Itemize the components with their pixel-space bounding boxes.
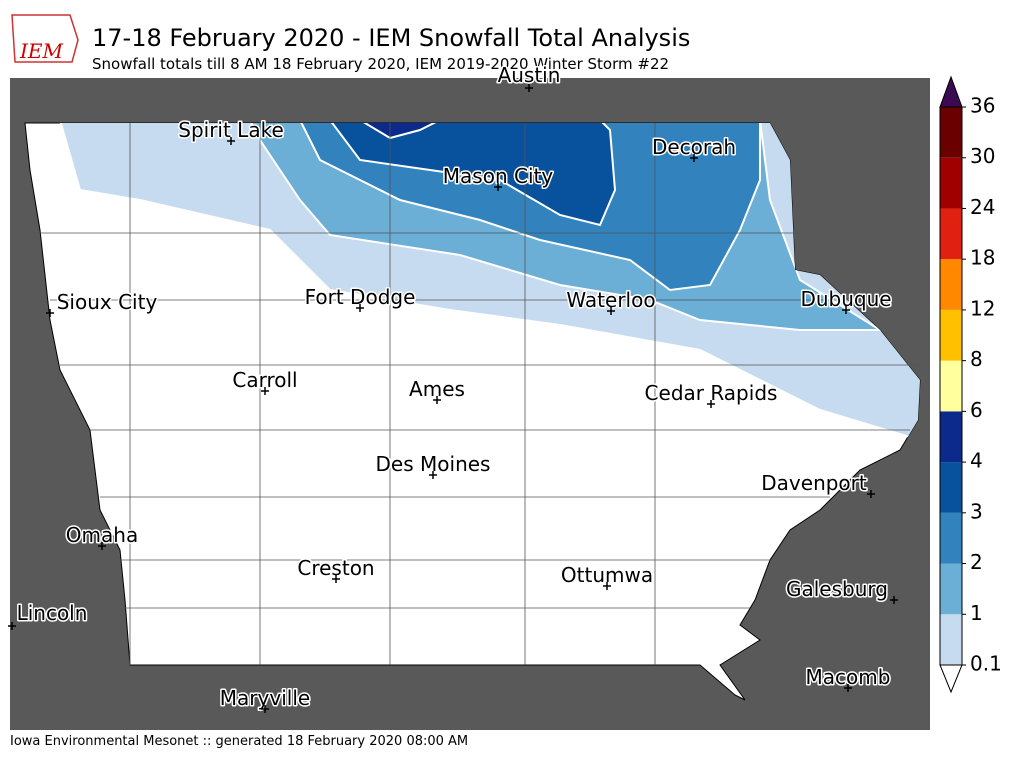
colorbar-over bbox=[939, 75, 963, 108]
colorbar-label: 1 bbox=[970, 601, 983, 625]
colorbar-label: 8 bbox=[970, 347, 983, 371]
colorbar-under bbox=[939, 664, 963, 694]
city-label: Sioux City bbox=[57, 290, 158, 314]
colorbar-segment bbox=[940, 563, 962, 615]
city-markers bbox=[8, 84, 898, 713]
colorbar-segment bbox=[940, 512, 962, 564]
colorbar-label: 2 bbox=[970, 550, 983, 574]
band-4 bbox=[328, 123, 617, 227]
colorbar-label: 4 bbox=[970, 449, 983, 473]
colorbar-segment bbox=[940, 259, 962, 310]
colorbar-segment bbox=[940, 360, 962, 412]
colorbar-label: 12 bbox=[970, 296, 995, 320]
city-label: Lincoln bbox=[17, 601, 88, 625]
city-label: Davenport bbox=[761, 471, 867, 495]
colorbar-label: 36 bbox=[970, 94, 995, 118]
band-5 bbox=[356, 123, 441, 140]
colorbar-label: 0.1 bbox=[970, 652, 1002, 676]
colorbar-label: 24 bbox=[970, 195, 995, 219]
footer: Iowa Environmental Mesonet :: generated … bbox=[10, 734, 468, 749]
colorbar-segment bbox=[940, 208, 962, 260]
snow-bands bbox=[58, 123, 920, 452]
county-lines bbox=[30, 123, 920, 665]
colorbar-segment bbox=[940, 411, 962, 463]
colorbar-segment bbox=[940, 107, 962, 158]
colorbar-frame bbox=[939, 106, 963, 666]
city-label: Des Moines bbox=[376, 452, 491, 476]
colorbar-label: 3 bbox=[970, 499, 983, 523]
city-label: Galesburg bbox=[786, 577, 888, 601]
title: 17-18 February 2020 - IEM Snowfall Total… bbox=[92, 24, 690, 52]
colorbar-segment bbox=[940, 614, 962, 665]
colorbar-label: 30 bbox=[970, 144, 995, 168]
colorbar-label: 18 bbox=[970, 246, 995, 270]
subtitle: Snowfall totals till 8 AM 18 February 20… bbox=[92, 55, 669, 73]
city-label: Maryville bbox=[220, 686, 310, 710]
colorbar-segment bbox=[940, 157, 962, 209]
colorbar-label: 6 bbox=[970, 398, 983, 422]
city-label: Fort Dodge bbox=[305, 285, 416, 309]
colorbar-segment bbox=[940, 462, 962, 513]
cities: Austin Spirit Lake Mason City Decorah Si… bbox=[8, 62, 898, 713]
logo-text: IEM bbox=[19, 39, 64, 63]
city-label: Austin bbox=[498, 63, 561, 87]
logo: IEM bbox=[11, 14, 79, 63]
colorbar-segment bbox=[940, 309, 962, 361]
